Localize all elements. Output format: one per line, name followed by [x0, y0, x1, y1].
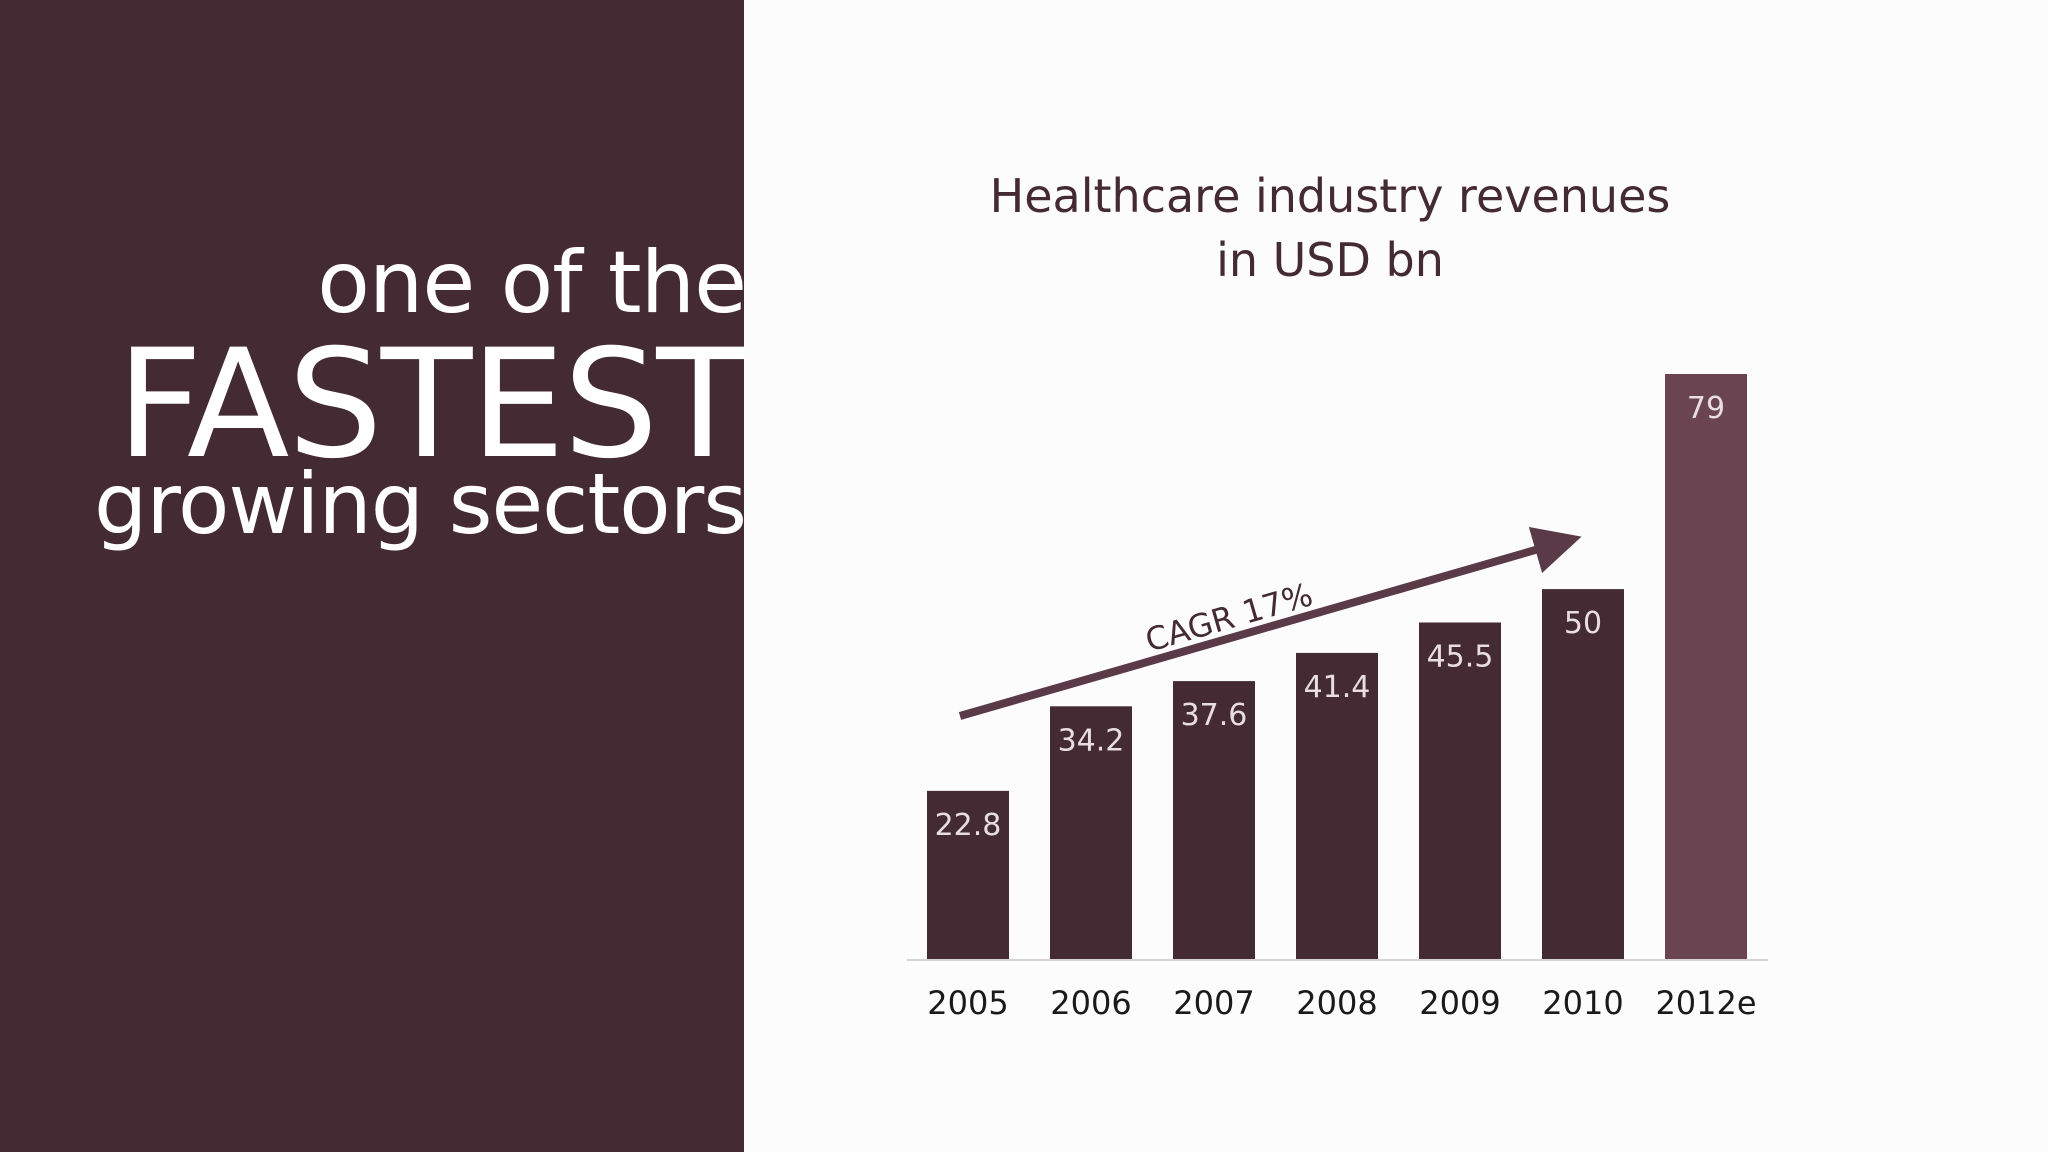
value-label-2005: 22.8 [935, 808, 1002, 843]
category-label-2005: 2005 [927, 984, 1008, 1022]
chart-title: Healthcare industry revenues in USD bn [880, 164, 1780, 292]
cagr-trend-arrow [958, 526, 1582, 720]
headline-line-3: growing sectors [94, 455, 744, 553]
chart-title-line-1: Healthcare industry revenues [989, 169, 1671, 223]
category-label-2010: 2010 [1542, 984, 1623, 1022]
value-label-2009: 45.5 [1427, 639, 1494, 674]
bar-2012e [1665, 374, 1747, 960]
value-label-2007: 37.6 [1181, 698, 1248, 733]
category-label-2007: 2007 [1173, 984, 1254, 1022]
bar-2005 [927, 790, 1009, 960]
value-label-2012e: 79 [1687, 391, 1725, 426]
chart-title-line-2: in USD bn [1216, 233, 1444, 287]
category-label-2008: 2008 [1296, 984, 1377, 1022]
bars-group [927, 374, 1747, 960]
labels-group: 22.8 2005 34.2 2006 37.6 2007 41.4 2008 45.5 2009… [927, 391, 1756, 1022]
headline-panel: one of the FASTEST growing sectors [0, 0, 744, 1152]
bar-2006 [1050, 706, 1132, 960]
value-label-2008: 41.4 [1304, 670, 1371, 705]
category-label-2012e: 2012e [1655, 984, 1756, 1022]
bar-2008 [1296, 652, 1378, 960]
headline-line-1: one of the [317, 233, 744, 333]
bar-2009 [1419, 622, 1501, 960]
cagr-annotation: CAGR 17% [1141, 575, 1317, 659]
headline-line-2: FASTEST [116, 318, 744, 492]
category-label-2006: 2006 [1050, 984, 1131, 1022]
bar-2007 [1173, 681, 1255, 960]
category-label-2009: 2009 [1419, 984, 1500, 1022]
value-label-2010: 50 [1564, 606, 1602, 641]
value-label-2006: 34.2 [1058, 723, 1125, 758]
bar-2010 [1542, 589, 1624, 960]
